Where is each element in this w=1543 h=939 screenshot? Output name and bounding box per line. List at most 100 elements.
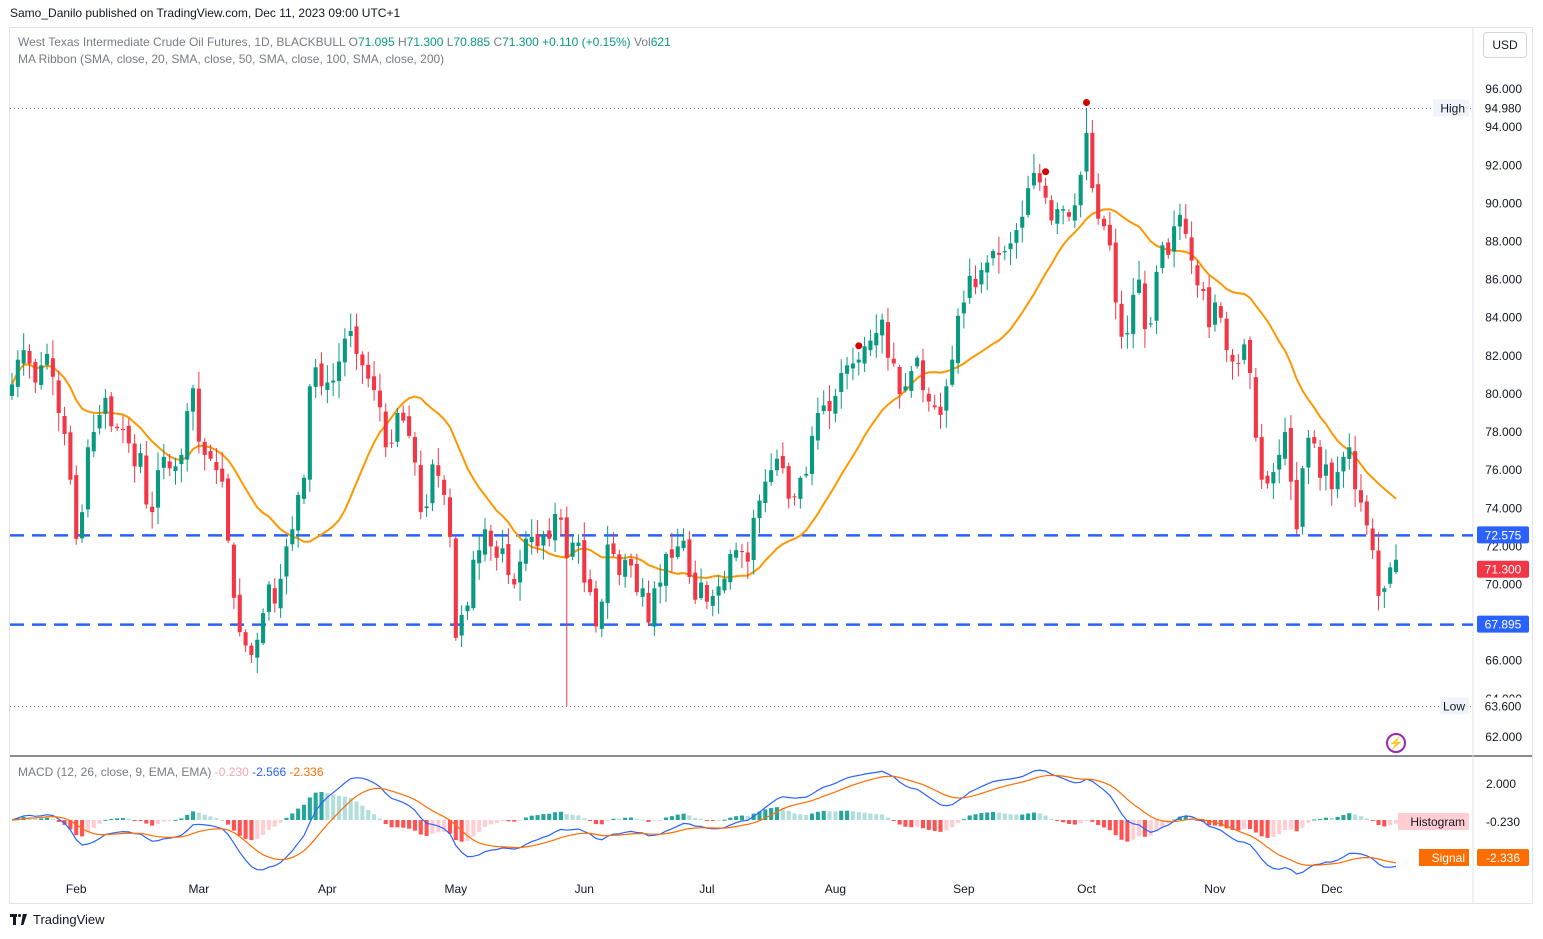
candle: [1265, 470, 1270, 489]
vol-label: Vol: [634, 35, 651, 49]
candle-body: [1364, 501, 1369, 526]
macd-histogram-bar: [1172, 819, 1177, 821]
footer-brand[interactable]: TradingView: [10, 912, 105, 927]
macd-histogram-bar: [792, 813, 797, 820]
candle: [418, 450, 423, 520]
candle-body: [1061, 209, 1066, 211]
macd-histogram-bar: [319, 792, 324, 820]
macd-histogram-bar: [804, 814, 809, 820]
candle: [214, 447, 219, 485]
macd-histogram-bar: [1137, 820, 1142, 837]
candle: [284, 538, 289, 595]
candle: [535, 520, 540, 554]
candle-body: [1376, 550, 1381, 596]
ohlc-change: +0.110 (+0.15%): [542, 35, 631, 49]
candle: [1218, 302, 1223, 323]
candle-body: [991, 251, 996, 259]
candle: [150, 491, 155, 529]
macd-histogram-bar: [1323, 817, 1328, 820]
candle: [868, 329, 873, 357]
time-tick-label: May: [444, 882, 467, 896]
candle-body: [284, 546, 289, 577]
candle-body: [932, 405, 937, 408]
candle-body: [996, 252, 1001, 255]
histogram-tag-label-box: [1398, 813, 1469, 830]
candle-body: [909, 371, 914, 391]
high-tag-box: [1477, 99, 1529, 117]
macd-histogram-bar: [255, 820, 260, 839]
macd-histogram-bar: [97, 820, 102, 824]
macd-histogram-bar: [868, 813, 873, 820]
candle: [716, 575, 721, 614]
macd-histogram-bar: [389, 820, 394, 828]
candle: [774, 449, 780, 476]
lightning-icon[interactable]: ⚡: [1386, 733, 1406, 753]
candle-body: [459, 614, 464, 636]
macd-histogram-bar: [763, 809, 768, 820]
candle: [897, 364, 902, 409]
candle: [815, 397, 820, 450]
candle: [220, 451, 225, 488]
macd-histogram-bar: [261, 820, 266, 836]
candle-body: [453, 538, 458, 638]
price-tags: High 94.980 Low 63.600 72.575 71.300 67.895 His…: [1398, 99, 1529, 866]
candle-body: [138, 453, 143, 467]
candle-body: [488, 530, 493, 547]
candle-body: [1201, 288, 1206, 292]
candle: [208, 444, 213, 462]
price-tick-label: 70.000: [1485, 578, 1522, 592]
macd-histogram-bar: [745, 815, 750, 820]
candle-body: [214, 462, 219, 471]
candle-body: [477, 550, 482, 564]
macd-histogram-bar: [103, 819, 108, 821]
macd-histogram-bar: [786, 810, 791, 820]
macd-histogram-bar: [424, 820, 429, 836]
macd-histogram-bar: [1247, 820, 1253, 830]
macd-histogram-bar: [588, 820, 593, 821]
macd-histogram-bar: [1049, 818, 1054, 820]
candle-body: [798, 477, 803, 499]
macd-histogram-bar: [196, 812, 201, 820]
macd-histogram-bar: [897, 820, 902, 825]
macd-histogram-bar: [1008, 814, 1013, 820]
macd-histogram-bar: [932, 820, 937, 831]
candle: [144, 440, 149, 509]
macd-histogram-bar: [774, 807, 780, 820]
price-tick-label: 84.000: [1485, 311, 1522, 325]
candle: [570, 534, 575, 561]
candle-body: [663, 554, 669, 586]
candle-body: [1078, 174, 1083, 206]
candle-body: [769, 470, 774, 482]
candle: [453, 536, 458, 641]
candle: [120, 415, 125, 444]
macd-histogram-bar: [979, 813, 984, 820]
candle-body: [897, 366, 902, 394]
candle-body: [27, 350, 32, 364]
macd-histogram-bar: [617, 818, 622, 820]
candle: [926, 387, 931, 412]
candle-body: [845, 365, 850, 374]
candle-body: [1300, 468, 1305, 527]
macd-title: MACD (12, 26, close, 9, EMA, EMA): [18, 765, 212, 779]
candle: [1195, 259, 1200, 298]
macd-histogram-bar: [325, 792, 330, 820]
candle-body: [272, 588, 277, 604]
signal-tag-label: Signal: [1432, 851, 1465, 865]
candle-body: [523, 538, 528, 564]
candle-body: [80, 512, 85, 539]
candle-body: [190, 388, 196, 412]
currency-button[interactable]: USD: [1483, 32, 1527, 58]
macd-histogram-bar: [593, 820, 599, 825]
candle-body: [1247, 339, 1253, 373]
macd-histogram-bar: [1107, 820, 1112, 831]
candle-body: [1014, 230, 1019, 243]
candle-body: [482, 529, 488, 555]
candle: [202, 437, 207, 471]
candle: [290, 516, 295, 551]
macd-histogram-bar: [996, 812, 1001, 820]
macd-histogram-bar: [126, 818, 131, 820]
candle-body: [868, 340, 873, 351]
macd-histogram-bar: [120, 818, 125, 820]
macd-histogram-bar: [506, 820, 511, 822]
